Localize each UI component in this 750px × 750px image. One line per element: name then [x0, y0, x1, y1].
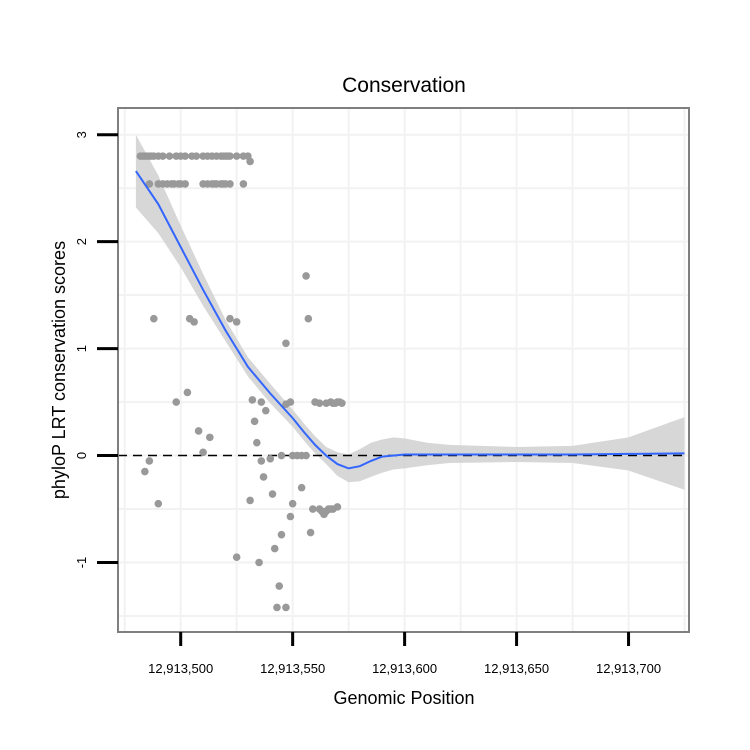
- data-point: [286, 398, 295, 406]
- data-point: [181, 180, 189, 188]
- y-tick-label: 0: [74, 452, 89, 459]
- x-axis-label: Genomic Position: [333, 688, 474, 708]
- data-point: [226, 180, 234, 188]
- data-point: [226, 314, 234, 323]
- data-point: [199, 448, 207, 457]
- data-point: [158, 152, 167, 160]
- x-tick-label: 12,913,650: [484, 661, 549, 676]
- data-point: [273, 603, 281, 612]
- data-point: [150, 314, 158, 323]
- data-point: [333, 503, 342, 511]
- data-point: [268, 490, 277, 498]
- data-point: [154, 499, 163, 508]
- data-point: [232, 152, 241, 160]
- data-point: [246, 496, 254, 505]
- data-point: [192, 152, 201, 160]
- chart-title: Conservation: [342, 74, 466, 97]
- data-point: [255, 558, 263, 567]
- data-point: [250, 417, 259, 426]
- data-point: [261, 406, 270, 415]
- x-tick-label: 12,913,500: [148, 661, 213, 676]
- data-point: [297, 483, 306, 492]
- y-tick-label: 1: [74, 345, 89, 352]
- data-point: [253, 438, 261, 447]
- data-point: [141, 467, 149, 476]
- data-point: [165, 152, 174, 160]
- data-points: [136, 152, 346, 612]
- data-point: [304, 314, 313, 323]
- data-point: [246, 157, 254, 166]
- data-point: [181, 152, 189, 160]
- data-point: [302, 451, 310, 460]
- data-point: [315, 399, 324, 407]
- data-point: [226, 152, 234, 160]
- data-point: [309, 505, 317, 513]
- x-tick-label: 12,913,600: [372, 661, 437, 676]
- data-point: [266, 454, 275, 463]
- data-point: [194, 427, 203, 435]
- data-point: [286, 512, 295, 521]
- x-axis-ticks: 12,913,500 12,913,550 12,913,600 12,913,650…: [148, 632, 661, 676]
- y-tick-label: 2: [74, 238, 89, 245]
- y-axis-ticks: -1 0 1 2 3: [74, 131, 118, 568]
- data-point: [277, 530, 286, 539]
- x-tick-label: 12,913,550: [260, 661, 325, 676]
- confidence-band: [135, 134, 685, 490]
- data-point: [257, 457, 266, 465]
- data-point: [232, 553, 241, 561]
- x-tick-label: 12,913,700: [596, 661, 661, 676]
- data-point: [259, 473, 268, 481]
- data-point: [277, 451, 286, 460]
- data-point: [270, 544, 279, 553]
- data-point: [302, 272, 310, 280]
- data-point: [338, 399, 346, 407]
- y-tick-label: -1: [74, 557, 89, 569]
- y-axis-label: phyloP LRT conservation scores: [49, 241, 69, 499]
- data-point: [239, 180, 248, 188]
- data-point: [282, 603, 290, 612]
- data-point: [145, 457, 154, 465]
- data-point: [232, 318, 241, 326]
- data-point: [248, 396, 257, 404]
- data-point: [306, 528, 315, 537]
- data-point: [257, 398, 266, 406]
- data-point: [172, 398, 181, 406]
- data-point: [183, 388, 192, 397]
- data-point: [288, 499, 297, 508]
- data-point: [145, 180, 154, 188]
- data-point: [275, 582, 284, 590]
- smooth-line: [135, 170, 685, 470]
- data-point: [282, 339, 290, 348]
- y-tick-label: 3: [74, 131, 89, 138]
- data-point: [190, 318, 198, 326]
- data-point: [206, 433, 214, 442]
